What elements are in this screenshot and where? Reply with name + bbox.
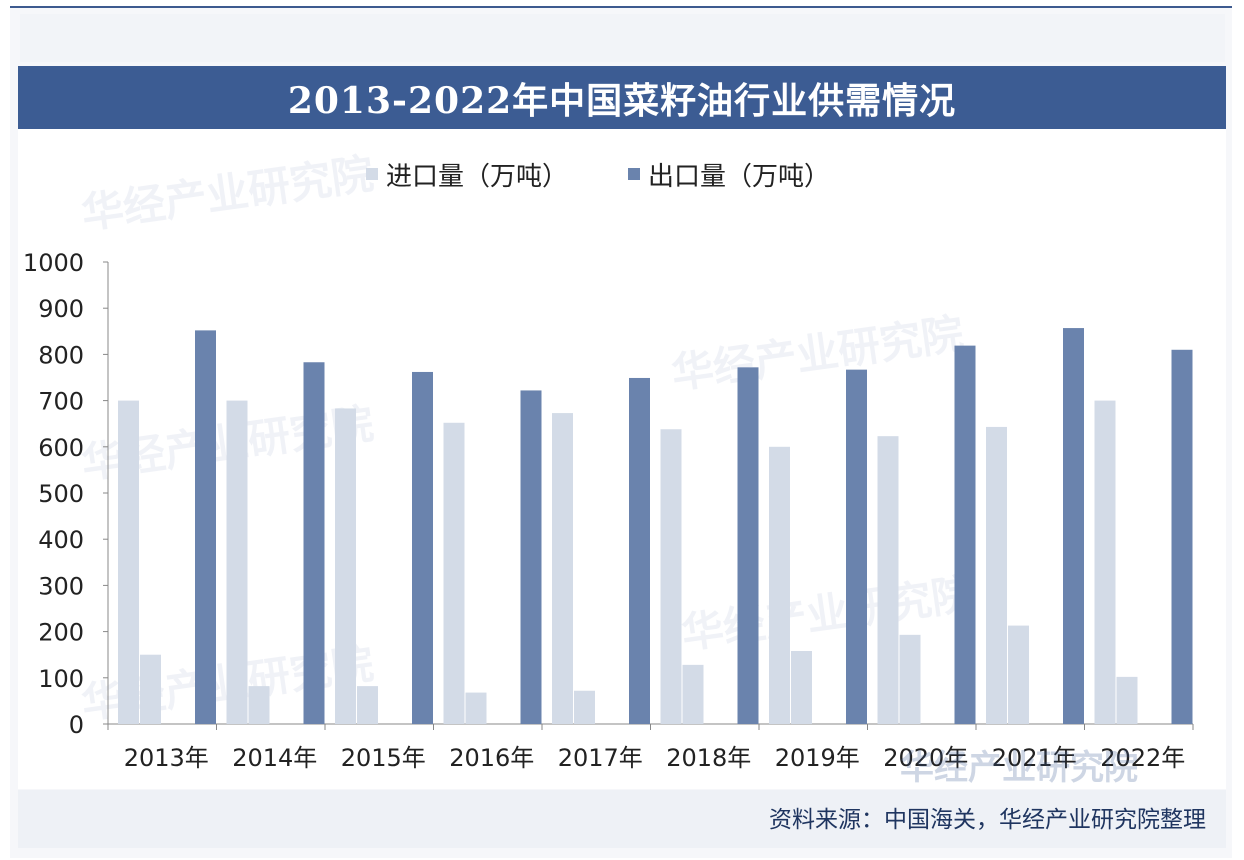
bar-export [629,377,650,724]
bar-output [1008,625,1029,724]
y-tick-label: 600 [38,434,84,462]
chart-title: 2013-2022年中国菜籽油行业供需情况 [18,66,1226,129]
bar-import [986,426,1007,724]
y-tick-label: 500 [38,480,84,508]
bar-output [1116,676,1138,724]
watermark-logo: 华经产业研究院 [900,748,1138,788]
bar-export [520,390,542,724]
x-tick-label: 2022年 [1100,744,1185,772]
bar-output [899,634,921,724]
bar-export [1171,349,1193,724]
bar-output [248,686,270,724]
footer-strip [18,790,1226,848]
source-note: 资料来源：中国海关，华经产业研究院整理 [769,807,1206,833]
legend-label-export: 出口量（万吨） [648,161,831,192]
bar-import [335,408,356,724]
legend-item-export: 出口量（万吨） [628,156,830,193]
y-tick-label: 900 [38,295,84,323]
bar-export [954,345,976,724]
bar-import [769,446,790,724]
bar-output [682,664,704,724]
bar-import [443,422,465,724]
x-tick-label: 2016年 [449,744,534,772]
y-tick-label: 300 [38,572,84,600]
x-tick-label: 2018年 [666,744,751,772]
x-tick-label: 2020年 [883,744,968,772]
y-tick-label: 0 [69,711,84,739]
bar-output [465,692,487,724]
bar-export [846,369,867,724]
bar-output [791,651,812,724]
legend-item-import: 进口量（万吨） [366,156,568,193]
bar-export [195,330,216,724]
bar-export [737,367,759,724]
bar-output [140,654,161,724]
x-tick-label: 2021年 [992,744,1077,772]
bar-output [357,686,378,724]
bar-export [1063,328,1084,724]
y-tick-label: 1000 [23,249,84,277]
x-tick-label: 2015年 [341,744,426,772]
bar-import [660,429,682,724]
y-tick-label: 400 [38,526,84,554]
bar-import [118,400,139,724]
bar-export [412,371,433,724]
chart-legend: 进口量（万吨） 出口量（万吨） [366,154,830,194]
bar-import [1094,400,1116,724]
bar-export [303,362,325,724]
x-tick-label: 2013年 [124,744,209,772]
x-tick-label: 2017年 [558,744,643,772]
y-tick-label: 200 [38,619,84,647]
y-tick-label: 800 [38,341,84,369]
legend-label-import: 进口量（万吨） [386,161,569,192]
bar-import [877,436,899,724]
bar-import [552,413,573,724]
y-tick-label: 700 [38,388,84,416]
legend-swatch-export [628,168,641,180]
x-tick-label: 2019年 [775,744,860,772]
legend-swatch-import [366,168,378,180]
y-tick-label: 100 [38,665,84,693]
x-tick-label: 2014年 [232,744,317,772]
bar-output [574,690,595,724]
top-strip [20,14,1225,62]
bar-import [226,400,248,724]
